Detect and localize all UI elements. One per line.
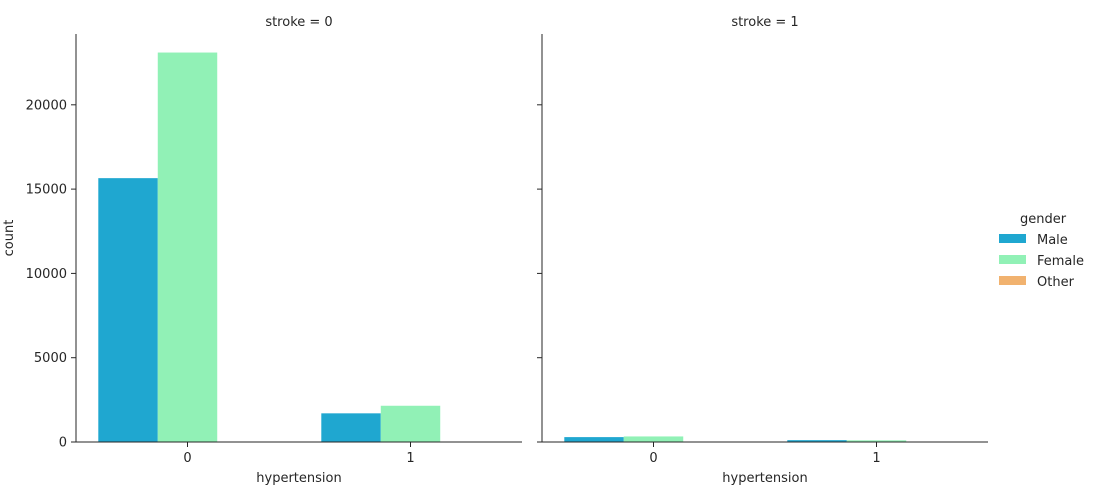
legend-label-male: Male [1037,233,1068,248]
bar-male-hypertension-1 [321,413,381,442]
x-tick-label: 0 [649,451,657,466]
facet-title: stroke = 0 [265,15,332,30]
legend-swatch-female [999,255,1026,264]
x-axis-label: hypertension [256,471,341,486]
y-tick-label: 15000 [26,183,67,198]
bar-male-hypertension-0 [98,178,158,443]
y-tick-label: 20000 [26,98,67,113]
facet-stroke-1: stroke = 1 0 1 hypertension [537,15,988,486]
bar-female-hypertension-0 [157,52,218,442]
facet-stroke-0: stroke = 0 0 5000 10000 15000 20000 0 1 hyper… [2,15,522,486]
legend-swatch-male [999,234,1026,243]
x-tick-label: 1 [872,451,880,466]
bar-male-hypertension-0 [564,437,624,442]
facet-title: stroke = 1 [731,15,798,30]
bar-female-hypertension-1 [380,405,441,442]
y-tick-label: 0 [59,436,67,451]
legend-swatch-other [999,276,1026,285]
legend-label-female: Female [1037,254,1084,269]
y-tick-label: 10000 [26,267,67,282]
x-tick-label: 1 [406,451,414,466]
x-axis-label: hypertension [722,471,807,486]
legend: gender Male Female Other [999,212,1084,290]
legend-label-other: Other [1037,275,1075,290]
bar-female-hypertension-1 [846,440,907,442]
bar-female-hypertension-0 [623,436,684,442]
legend-title: gender [1020,212,1067,227]
x-tick-label: 0 [183,451,191,466]
bar-male-hypertension-1 [787,440,847,442]
y-axis-label: count [2,220,17,257]
y-tick-label: 5000 [34,351,67,366]
